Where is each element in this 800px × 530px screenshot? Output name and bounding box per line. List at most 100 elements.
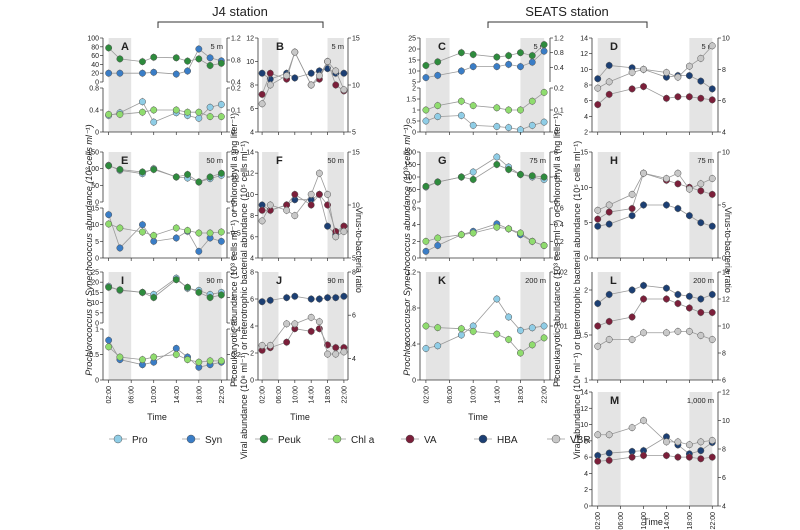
data-point-va <box>697 309 705 316</box>
left-tick-label: 2 <box>412 239 416 246</box>
data-point-vbr <box>283 206 291 214</box>
night-shade <box>327 152 344 258</box>
data-point-peuk <box>540 41 548 49</box>
legend-item-vbr: VBR <box>547 434 591 446</box>
left-tick-label: 10 <box>408 69 416 76</box>
data-point-chl <box>206 357 214 365</box>
right-tick-label: 0.4 <box>231 327 241 334</box>
data-point-pro <box>493 153 501 161</box>
data-point-peuk <box>422 62 430 69</box>
left-tick-label: 5 <box>412 80 416 87</box>
left-tick-label: 2 <box>584 288 588 295</box>
data-point-hba <box>628 212 636 220</box>
data-point-pro <box>457 331 465 339</box>
left-tick-label: 0 <box>95 130 99 137</box>
data-point-hba <box>307 69 315 77</box>
night-shade <box>198 38 222 132</box>
right-tick-label: 4 <box>722 504 726 511</box>
data-point-hba <box>708 85 716 93</box>
data-point-syn <box>139 69 146 77</box>
data-point-hba <box>697 219 705 227</box>
data-point-syn <box>206 54 214 62</box>
data-point-chl <box>493 104 501 112</box>
data-point-chl <box>434 234 442 242</box>
left-tick-label: 1 <box>95 327 99 334</box>
axis-title-left-b: Viral abundance (10⁸ ml⁻¹) or heterotrop… <box>239 141 249 460</box>
data-point-chl <box>469 229 477 237</box>
legend-item-chl: Chl a <box>328 434 375 446</box>
left-tick-label: 6 <box>584 98 588 105</box>
data-point-vbr <box>332 350 340 358</box>
left-tick-label: 8 <box>250 83 254 90</box>
data-point-chl <box>493 223 501 231</box>
right-tick-label: 8 <box>722 67 726 74</box>
left-tick-label: 0 <box>250 378 254 385</box>
left-tick-label: 0 <box>95 378 99 385</box>
data-point-peuk <box>434 58 442 66</box>
right-tick-label: 0 <box>231 200 235 207</box>
legend-label: Syn <box>205 435 222 446</box>
data-point-peuk <box>139 58 146 66</box>
panel-letter: G <box>438 155 447 167</box>
data-point-syn <box>116 244 124 252</box>
data-point-vbr <box>307 81 315 89</box>
panel-letter: K <box>438 275 446 287</box>
data-point-peuk <box>184 171 191 178</box>
left-tick-label: 0 <box>412 256 416 263</box>
data-point-vbr <box>685 441 693 449</box>
data-point-pro <box>422 117 430 125</box>
depth-label: 50 m <box>206 156 223 165</box>
data-point-syn <box>217 237 225 245</box>
right-tick-label: 0.4 <box>231 80 241 87</box>
data-point-hba <box>605 220 613 228</box>
night-shade <box>108 38 132 132</box>
data-point-va <box>283 338 291 346</box>
legend-item-pro: Pro <box>109 434 148 446</box>
data-point-chl <box>540 334 548 342</box>
data-point-vbr <box>594 84 602 92</box>
x-tick-label: 22:00 <box>341 386 348 404</box>
right-tick-label: 6 <box>722 475 726 482</box>
right-tick-label: 10 <box>722 324 730 331</box>
data-point-va <box>307 201 315 209</box>
data-point-peuk <box>150 294 158 301</box>
left-tick-label: 4 <box>584 471 588 478</box>
legend-item-peuk: Peuk <box>255 434 302 446</box>
data-point-va <box>628 85 636 93</box>
left-tick-label: 0 <box>412 130 416 137</box>
data-point-syn <box>105 69 113 77</box>
data-point-peuk <box>184 283 191 291</box>
x-tick-label: 22:00 <box>710 512 717 530</box>
data-point-hba <box>697 447 705 455</box>
data-point-chl <box>528 237 536 245</box>
left-tick-label: 8 <box>250 270 254 277</box>
data-point-va <box>291 190 299 198</box>
data-point-chl <box>150 106 158 114</box>
j4-bracket <box>157 21 324 28</box>
data-point-vbr <box>628 190 636 198</box>
data-point-syn <box>434 242 442 249</box>
data-point-vbr <box>708 175 716 182</box>
data-point-va <box>663 452 670 459</box>
data-point-vbr <box>315 72 323 80</box>
right-tick-label: 6 <box>352 313 356 320</box>
data-point-va <box>697 455 705 463</box>
panel-m: M 1,000 m 0 2 4 6 8 10 12 14 4 6 8 10 12 02:00 06:00 10:0… <box>580 390 730 530</box>
data-point-va <box>605 456 613 464</box>
legend-label: Pro <box>132 435 148 446</box>
axis-title-right-d: Virus-to-bacteria ratio <box>723 207 733 293</box>
left-tick-label: 0 <box>412 378 416 385</box>
data-point-syn <box>116 69 124 77</box>
data-point-peuk <box>139 288 146 296</box>
time-label-k: Time <box>468 412 488 422</box>
data-point-hba <box>605 449 613 457</box>
data-point-chl <box>469 102 477 110</box>
data-point-hba <box>291 74 299 82</box>
data-point-syn <box>540 47 548 55</box>
data-point-syn <box>422 247 430 255</box>
seats-station-label: SEATS station <box>525 4 609 19</box>
data-point-vbr <box>685 327 693 335</box>
data-point-peuk <box>505 166 513 173</box>
